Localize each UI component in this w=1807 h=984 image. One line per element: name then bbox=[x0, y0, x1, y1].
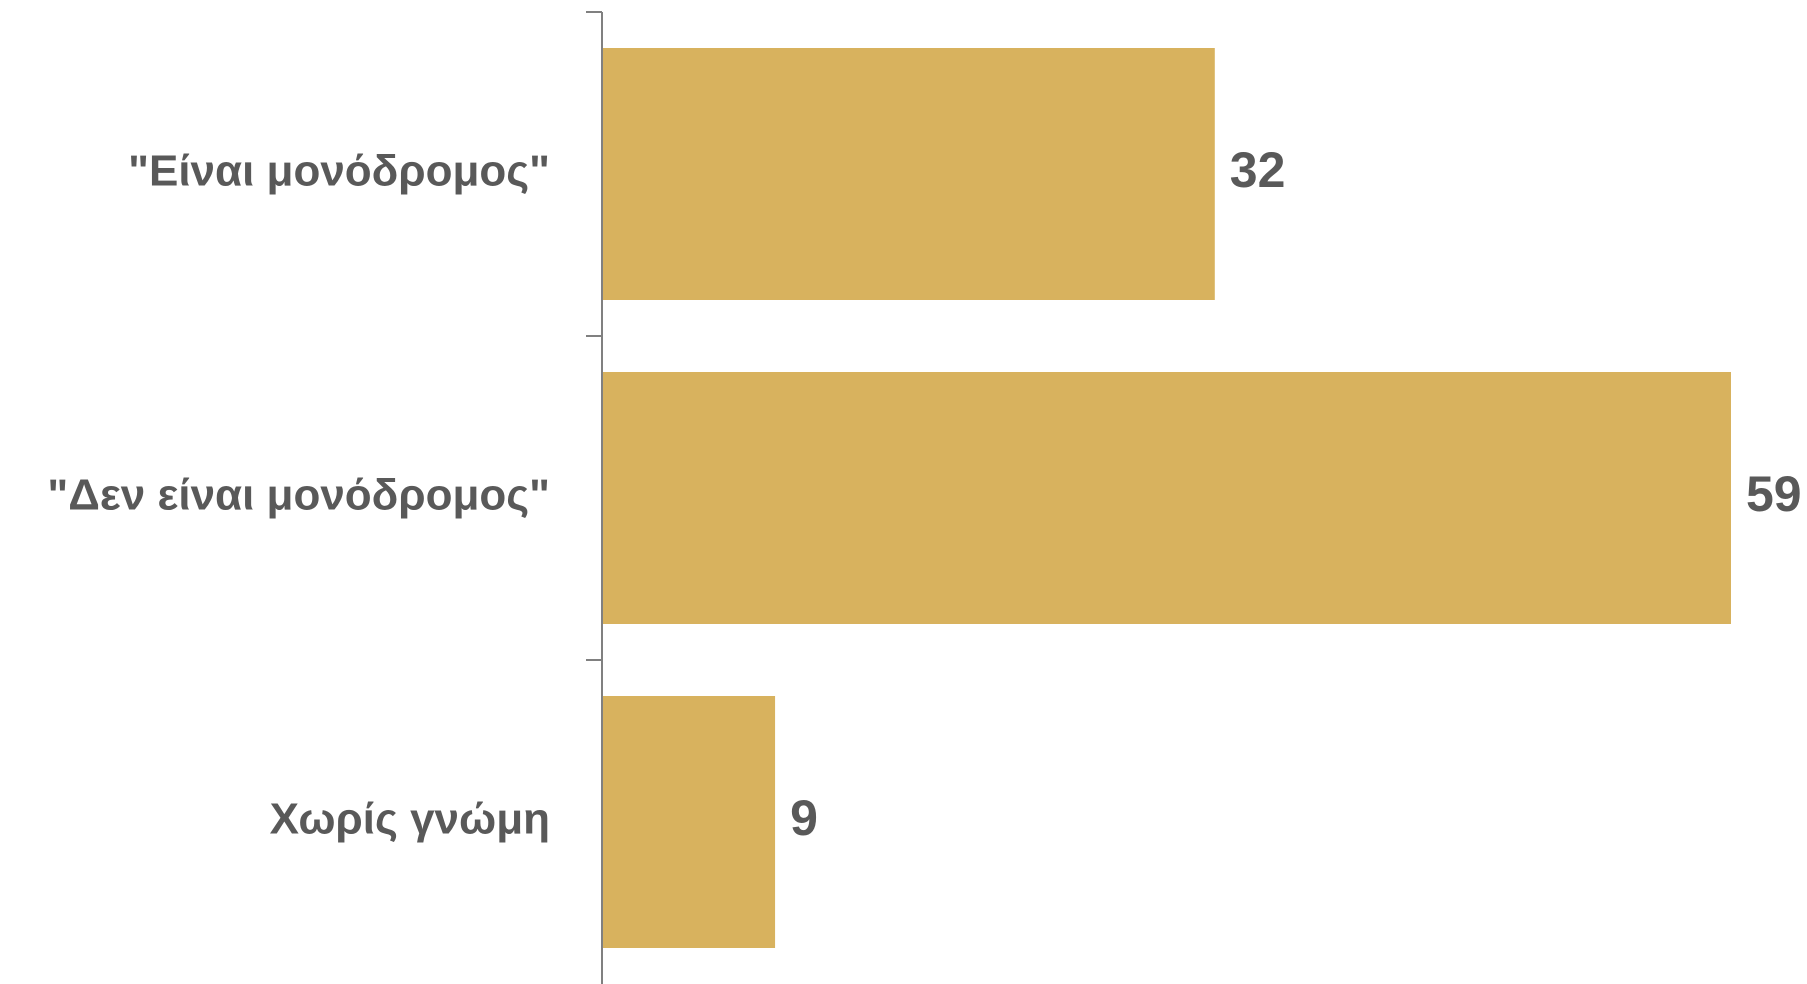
category-label: "Δεν είναι μονόδρομος" bbox=[47, 471, 550, 520]
category-axis-ticks bbox=[586, 11, 602, 661]
data-labels: 32 59 9 bbox=[790, 142, 1802, 846]
data-label: 9 bbox=[790, 790, 818, 846]
bars bbox=[603, 48, 1731, 948]
bar bbox=[603, 48, 1215, 300]
data-label: 59 bbox=[1746, 466, 1802, 522]
category-labels: "Είναι μονόδρομος" "Δεν είναι μονόδρομος"… bbox=[47, 147, 550, 844]
bar bbox=[603, 696, 776, 948]
category-label: Χωρίς γνώμη bbox=[270, 795, 550, 844]
data-label: 32 bbox=[1230, 142, 1286, 198]
category-label: "Είναι μονόδρομος" bbox=[128, 147, 550, 196]
bar bbox=[603, 372, 1731, 624]
